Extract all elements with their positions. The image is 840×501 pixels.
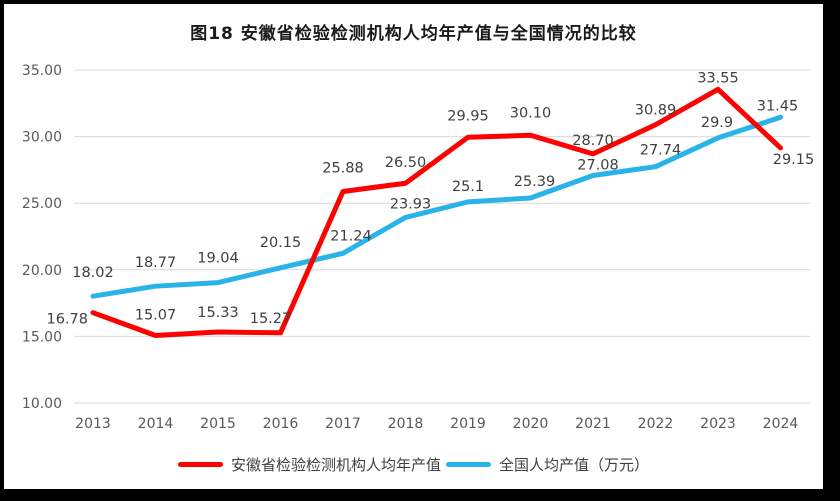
legend-item-anhui: 安徽省检验检测机构人均年产值 [177,454,441,475]
legend: 安徽省检验检测机构人均年产值 全国人均产值（万元） [4,454,823,475]
data-label: 29.95 [447,108,489,124]
data-label: 21.24 [330,228,372,244]
data-label: 15.27 [250,311,292,327]
plot-svg: 10.00 15.00 20.00 25.00 30.00 35.00 2013 2014 20… [22,63,815,432]
data-label: 18.02 [72,265,114,281]
y-tick-label: 25.00 [22,196,62,212]
y-tick-label: 15.00 [22,329,62,345]
data-label: 25.88 [322,160,364,176]
legend-swatch-national-icon [446,462,491,467]
x-tick-label: 2017 [325,416,361,432]
x-tick-label: 2021 [575,416,611,432]
data-label: 29.9 [701,115,733,131]
national-series-line [90,114,783,299]
data-label: 23.93 [390,196,432,212]
chart-canvas: 图18 安徽省检验检测机构人均年产值与全国情况的比较 10.00 15.00 20.… [4,4,823,489]
data-label: 18.77 [135,255,177,271]
data-label: 20.15 [260,235,302,251]
legend-swatch-anhui-icon [177,462,223,467]
x-tick-label: 2015 [200,416,236,432]
x-tick-label: 2024 [763,416,799,432]
y-tick-label: 20.00 [22,263,62,279]
x-tick-label: 2019 [450,416,486,432]
y-tick-label: 10.00 [22,396,62,412]
legend-label-anhui: 安徽省检验检测机构人均年产值 [230,456,441,474]
data-label: 30.10 [510,105,552,121]
x-tick-label: 2018 [388,416,424,432]
data-label: 26.50 [385,155,427,171]
data-label: 27.74 [640,143,682,159]
data-label: 31.45 [757,98,799,114]
y-tick-label: 35.00 [22,63,62,79]
x-tick-label: 2013 [75,416,111,432]
data-label: 15.07 [135,307,177,323]
chart-title: 图18 安徽省检验检测机构人均年产值与全国情况的比较 [190,24,637,44]
data-label: 25.39 [514,174,556,190]
x-tick-label: 2020 [513,416,549,432]
data-label: 15.33 [197,305,239,321]
data-label: 29.15 [773,152,815,168]
x-tick-label: 2014 [138,416,174,432]
x-tick-label: 2016 [263,416,299,432]
data-label: 16.78 [46,312,88,328]
y-tick-label: 30.00 [22,130,62,146]
x-tick-label: 2022 [638,416,674,432]
anhui-series-line [90,86,783,338]
data-label: 33.55 [697,70,739,86]
data-label: 28.70 [572,133,614,149]
legend-label-national: 全国人均产值（万元） [499,456,650,474]
data-label: 19.04 [197,251,239,267]
data-label: 27.08 [577,157,619,173]
legend-item-national: 全国人均产值（万元） [446,454,649,475]
x-tick-label: 2023 [700,416,736,432]
data-label: 25.1 [452,179,484,195]
data-label: 30.89 [635,103,677,119]
